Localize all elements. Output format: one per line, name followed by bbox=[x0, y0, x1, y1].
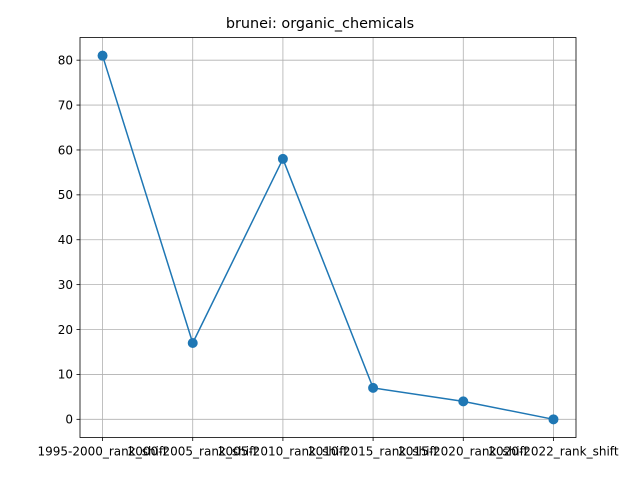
y-tick-label: 60 bbox=[58, 143, 73, 157]
x-tick-label: 2015-2020_rank_shift bbox=[398, 445, 528, 459]
plot-frame bbox=[79, 37, 577, 438]
x-axis: 1995-2000_rank_shift2000-2005_rank_shift… bbox=[37, 437, 619, 459]
data-point bbox=[277, 153, 288, 164]
series-layer bbox=[97, 50, 559, 425]
x-tick-label: 2020-2022_rank_shift bbox=[488, 445, 618, 459]
series-line bbox=[101, 55, 554, 421]
data-point bbox=[458, 396, 469, 407]
x-tick-label: 2000-2005_rank_shift bbox=[128, 445, 258, 459]
data-point bbox=[548, 414, 559, 425]
grid-layer bbox=[80, 37, 576, 438]
y-tick-label: 40 bbox=[58, 233, 73, 247]
data-point bbox=[368, 382, 379, 393]
y-tick-label: 30 bbox=[58, 278, 73, 292]
y-tick-label: 0 bbox=[65, 413, 73, 427]
data-point bbox=[187, 337, 198, 348]
y-tick-label: 20 bbox=[58, 323, 73, 337]
x-tick-label: 2010-2015_rank_shift bbox=[308, 445, 438, 459]
x-tick-label: 1995-2000_rank_shift bbox=[37, 445, 167, 459]
data-point bbox=[97, 50, 108, 61]
y-tick-label: 50 bbox=[58, 188, 73, 202]
y-tick-label: 80 bbox=[58, 53, 73, 67]
y-tick-label: 10 bbox=[58, 368, 73, 382]
y-axis: 0 10 20 30 40 50 60 70 80 bbox=[58, 53, 80, 427]
y-tick-label: 70 bbox=[58, 98, 73, 112]
chart-title: brunei: organic_chemicals bbox=[226, 16, 414, 32]
x-tick-label: 2005-2010_rank_shift bbox=[218, 445, 348, 459]
